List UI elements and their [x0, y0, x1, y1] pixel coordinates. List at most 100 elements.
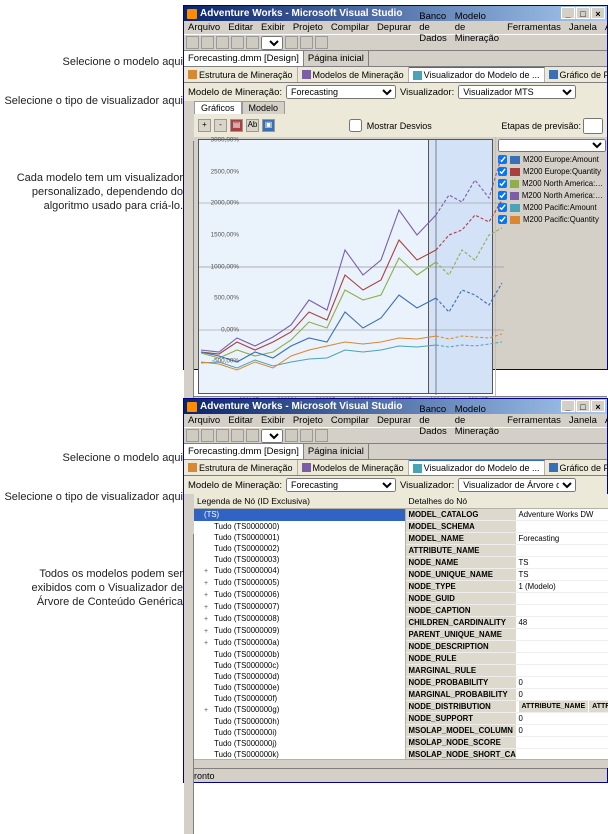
- tree-node-item[interactable]: Tudo (TS000000k): [194, 749, 405, 759]
- tab-modelo[interactable]: Modelo: [242, 101, 286, 114]
- detail-row[interactable]: NODE_GUID: [406, 593, 608, 605]
- menu-projeto[interactable]: Projeto: [293, 22, 323, 33]
- detail-row[interactable]: ATTRIBUTE_NAME: [406, 545, 608, 557]
- main-toolbar[interactable]: Development: [184, 428, 607, 444]
- tree-horizontal-scrollbar[interactable]: [194, 759, 406, 768]
- menu-modelo-de-mineracao[interactable]: Modelo de Mineração: [455, 404, 499, 437]
- legend-item[interactable]: M200 Pacific:Quantity: [498, 215, 605, 224]
- menu-arquivo[interactable]: Arquivo: [188, 22, 220, 33]
- refresh-icon[interactable]: [285, 36, 298, 49]
- viz-info-icon[interactable]: [580, 87, 591, 98]
- menu-janela[interactable]: Janela: [569, 22, 597, 33]
- tree-node-item[interactable]: Tudo (TS000000e): [194, 682, 405, 693]
- minimize-button[interactable]: _: [561, 7, 575, 19]
- tree-node-item[interactable]: Tudo (TS000000i): [194, 727, 405, 738]
- new-icon[interactable]: [186, 429, 199, 442]
- print-icon[interactable]: ▣: [262, 119, 275, 132]
- menu-depurar[interactable]: Depurar: [377, 22, 411, 33]
- detail-row[interactable]: PARENT_UNIQUE_NAME: [406, 629, 608, 641]
- subtab-estrutura-mineracao[interactable]: Estrutura de Mineração: [184, 67, 298, 82]
- menu-ferramentas[interactable]: Ferramentas: [507, 22, 561, 33]
- close-button[interactable]: ×: [591, 7, 605, 19]
- subtab-modelos-mineracao[interactable]: Modelos de Mineração: [298, 67, 409, 82]
- run-icon[interactable]: [315, 36, 328, 49]
- close-button[interactable]: ×: [591, 400, 605, 412]
- legend-filter-dropdown[interactable]: M200 Europe:Amount, M200 E ...: [498, 139, 606, 152]
- menu-compilar[interactable]: Compilar: [331, 415, 369, 426]
- legend-item[interactable]: M200 Pacific:Amount: [498, 203, 605, 212]
- histogram-icon[interactable]: ▤: [230, 119, 243, 132]
- tree-node-item[interactable]: Tudo (TS000000j): [194, 738, 405, 749]
- model-selector-row[interactable]: Modelo de Mineração: Forecasting Visuali…: [184, 476, 607, 494]
- legend-item[interactable]: M200 North America:Qua...: [498, 191, 605, 200]
- viz-dropdown[interactable]: Visualizador de Árvore de Conteúd...: [458, 478, 576, 492]
- menu-editar[interactable]: Editar: [228, 22, 253, 33]
- subtab-modelos-mineracao[interactable]: Modelos de Mineração: [298, 460, 409, 475]
- save-icon[interactable]: [201, 429, 214, 442]
- tab-graficos[interactable]: Gráficos: [194, 101, 242, 114]
- auto-icon[interactable]: Ab: [246, 119, 259, 132]
- menu-depurar[interactable]: Depurar: [377, 415, 411, 426]
- menu-banco-de-dados[interactable]: Banco de Dados: [419, 11, 446, 44]
- tree-node-item[interactable]: Tudo (TS000000c): [194, 660, 405, 671]
- toolbox-sidetab[interactable]: Caixa de Ferramentas: [184, 141, 194, 441]
- menu-exibir[interactable]: Exibir: [261, 22, 285, 33]
- detail-row[interactable]: MARGINAL_RULE: [406, 665, 608, 677]
- subtab-grafico-precisao[interactable]: Gráfico de Precisão de Min...: [545, 67, 608, 82]
- prediction-steps-input[interactable]: 5: [583, 118, 603, 134]
- menu-janela[interactable]: Janela: [569, 415, 597, 426]
- open-folder-icon[interactable]: [216, 36, 229, 49]
- document-tabs[interactable]: Forecasting.dmm [Design] Página inicial: [184, 51, 607, 67]
- legend-item[interactable]: M200 Europe:Amount: [498, 155, 605, 164]
- refresh-icon[interactable]: [285, 429, 298, 442]
- menu-compilar[interactable]: Compilar: [331, 22, 369, 33]
- document-tabs[interactable]: Forecasting.dmm [Design] Página inicial: [184, 444, 607, 460]
- detail-row[interactable]: NODE_RULE: [406, 653, 608, 665]
- tree-node-item[interactable]: + Tudo (TS0000007): [194, 601, 405, 613]
- tab-forecasting-design[interactable]: Forecasting.dmm [Design]: [184, 444, 304, 459]
- undo-icon[interactable]: [246, 36, 259, 49]
- tab-forecasting-design[interactable]: Forecasting.dmm [Design]: [184, 51, 304, 66]
- main-toolbar[interactable]: Development: [184, 35, 607, 51]
- viz-dropdown[interactable]: Visualizador MTS: [458, 85, 576, 99]
- forecast-chart[interactable]: 3000,00% 2500,00% 2000,00% 1500,00% 1000…: [198, 139, 493, 394]
- zoom-in-icon[interactable]: +: [198, 119, 211, 132]
- menu-ferramentas[interactable]: Ferramentas: [507, 415, 561, 426]
- model-selector-row[interactable]: Modelo de Mineração: Forecasting Visuali…: [184, 83, 607, 101]
- menu-banco-de-dados[interactable]: Banco de Dados: [419, 404, 446, 437]
- tree-node-item[interactable]: Tudo (TS000000h): [194, 716, 405, 727]
- toolbox-sidetab[interactable]: Caixa de Ferramentas: [184, 534, 194, 834]
- legend-item[interactable]: M200 North America:Am...: [498, 179, 605, 188]
- find-icon[interactable]: [300, 36, 313, 49]
- chart-toolbar[interactable]: + - ▤ Ab ▣ Mostrar Desvios Etapas de pre…: [194, 114, 607, 137]
- tree-node-item[interactable]: + Tudo (TS000000g): [194, 704, 405, 716]
- model-dropdown[interactable]: Forecasting: [286, 85, 396, 99]
- minimize-button[interactable]: _: [561, 400, 575, 412]
- menu-exibir[interactable]: Exibir: [261, 415, 285, 426]
- maximize-button[interactable]: □: [576, 400, 590, 412]
- tree-node-item[interactable]: + Tudo (TS0000006): [194, 589, 405, 601]
- detail-row[interactable]: NODE_DESCRIPTION: [406, 641, 608, 653]
- detail-row[interactable]: NODE_CAPTION: [406, 605, 608, 617]
- detail-row[interactable]: MSOLAP_NODE_SHORT_CAPTION: [406, 749, 608, 759]
- model-dropdown[interactable]: Forecasting: [286, 478, 396, 492]
- mining-subtabs[interactable]: Estrutura de Mineração Modelos de Minera…: [184, 67, 607, 83]
- detail-row[interactable]: MSOLAP_NODE_SCORE: [406, 737, 608, 749]
- node-legend-column[interactable]: Legenda de Nó (ID Exclusiva) -(TS) Tudo …: [194, 494, 406, 768]
- detail-row[interactable]: NODE_DISTRIBUTIONATTRIBUTE_NAMEATTRIBUTE…: [406, 701, 608, 713]
- menu-bar[interactable]: Arquivo Editar Exibir Projeto Compilar D…: [184, 21, 607, 35]
- menu-editar[interactable]: Editar: [228, 415, 253, 426]
- series-legend-panel[interactable]: M200 Europe:Amount, M200 E ... M200 Euro…: [495, 137, 607, 396]
- legend-item[interactable]: M200 Europe:Quantity: [498, 167, 605, 176]
- menu-arquivo[interactable]: Arquivo: [188, 415, 220, 426]
- open-folder-icon[interactable]: [216, 429, 229, 442]
- viz-info-icon[interactable]: [580, 480, 591, 491]
